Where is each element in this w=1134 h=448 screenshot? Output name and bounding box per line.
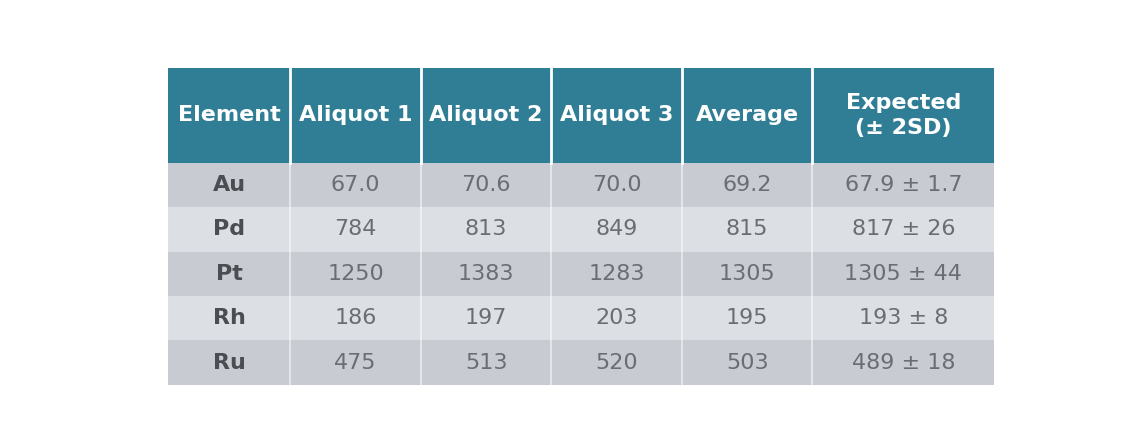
Text: 67.9 ± 1.7: 67.9 ± 1.7 — [845, 175, 962, 195]
Bar — [290, 68, 421, 163]
Text: 520: 520 — [595, 353, 638, 373]
Text: 849: 849 — [595, 220, 638, 239]
Text: 1383: 1383 — [458, 264, 515, 284]
Text: Element: Element — [178, 105, 280, 125]
Text: Rh: Rh — [213, 308, 246, 328]
Text: 186: 186 — [335, 308, 376, 328]
Text: Aliquot 1: Aliquot 1 — [299, 105, 413, 125]
Text: 503: 503 — [726, 353, 769, 373]
Text: 193 ± 8: 193 ± 8 — [858, 308, 948, 328]
Text: 1305: 1305 — [719, 264, 776, 284]
Text: Au: Au — [213, 175, 246, 195]
Text: 203: 203 — [595, 308, 638, 328]
Text: Aliquot 3: Aliquot 3 — [560, 105, 674, 125]
Text: 1305 ± 44: 1305 ± 44 — [845, 264, 963, 284]
Text: Expected
(± 2SD): Expected (± 2SD) — [846, 93, 960, 138]
Bar — [168, 163, 995, 207]
Text: 67.0: 67.0 — [331, 175, 380, 195]
Text: Average: Average — [695, 105, 798, 125]
Text: 69.2: 69.2 — [722, 175, 772, 195]
Text: Ru: Ru — [213, 353, 246, 373]
Bar — [551, 68, 682, 163]
Bar — [812, 68, 995, 163]
Bar — [421, 68, 551, 163]
Text: 513: 513 — [465, 353, 507, 373]
Text: Pt: Pt — [215, 264, 243, 284]
Text: 70.0: 70.0 — [592, 175, 642, 195]
Bar — [682, 68, 812, 163]
Text: 475: 475 — [335, 353, 376, 373]
Text: 815: 815 — [726, 220, 769, 239]
Text: 813: 813 — [465, 220, 507, 239]
Text: 197: 197 — [465, 308, 507, 328]
Text: 70.6: 70.6 — [462, 175, 511, 195]
Text: Aliquot 2: Aliquot 2 — [430, 105, 543, 125]
Text: Pd: Pd — [213, 220, 245, 239]
Bar — [168, 68, 290, 163]
Text: 1283: 1283 — [589, 264, 645, 284]
Text: 817 ± 26: 817 ± 26 — [852, 220, 955, 239]
Bar — [168, 296, 995, 340]
Text: 784: 784 — [335, 220, 376, 239]
Bar — [168, 207, 995, 252]
Text: 195: 195 — [726, 308, 769, 328]
Bar — [168, 252, 995, 296]
Bar — [168, 340, 995, 385]
Text: 489 ± 18: 489 ± 18 — [852, 353, 955, 373]
Text: 1250: 1250 — [328, 264, 384, 284]
